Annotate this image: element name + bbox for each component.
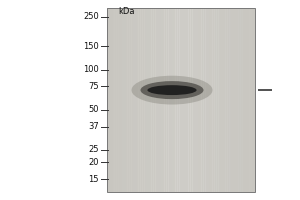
Bar: [161, 8, 163, 192]
Bar: [177, 8, 180, 192]
Bar: [114, 8, 117, 192]
Bar: [196, 8, 198, 192]
Text: 20: 20: [88, 158, 99, 167]
Bar: [192, 8, 194, 192]
Bar: [164, 8, 167, 192]
Bar: [125, 8, 128, 192]
Bar: [246, 8, 248, 192]
Text: 37: 37: [88, 122, 99, 131]
Bar: [235, 8, 237, 192]
Bar: [224, 8, 226, 192]
Bar: [238, 8, 241, 192]
Bar: [181, 8, 183, 192]
Bar: [187, 8, 189, 192]
Text: 50: 50: [88, 105, 99, 114]
Bar: [179, 8, 182, 192]
Bar: [163, 8, 165, 192]
Bar: [214, 8, 217, 192]
Bar: [112, 8, 115, 192]
Bar: [194, 8, 196, 192]
Bar: [236, 8, 239, 192]
Bar: [109, 8, 111, 192]
Bar: [157, 8, 159, 192]
Text: 250: 250: [83, 12, 99, 21]
Bar: [155, 8, 158, 192]
Bar: [150, 8, 152, 192]
Bar: [242, 8, 244, 192]
Bar: [212, 8, 215, 192]
Bar: [250, 8, 252, 192]
Bar: [153, 8, 156, 192]
Bar: [124, 8, 126, 192]
Bar: [190, 8, 193, 192]
Bar: [229, 8, 232, 192]
Bar: [185, 8, 187, 192]
Ellipse shape: [140, 81, 203, 99]
Bar: [201, 8, 204, 192]
Bar: [148, 8, 150, 192]
Bar: [118, 8, 120, 192]
Bar: [138, 8, 141, 192]
Bar: [253, 8, 256, 192]
Bar: [159, 8, 161, 192]
Bar: [116, 8, 119, 192]
Bar: [176, 8, 178, 192]
Bar: [107, 8, 109, 192]
Bar: [172, 8, 174, 192]
Bar: [220, 8, 222, 192]
Bar: [129, 8, 131, 192]
Bar: [211, 8, 213, 192]
Bar: [135, 8, 137, 192]
Bar: [198, 8, 200, 192]
Bar: [146, 8, 148, 192]
Bar: [142, 8, 145, 192]
Bar: [244, 8, 246, 192]
Bar: [174, 8, 176, 192]
Bar: [107, 8, 255, 192]
Bar: [200, 8, 202, 192]
Bar: [248, 8, 250, 192]
Bar: [107, 8, 255, 192]
Bar: [227, 8, 230, 192]
Bar: [231, 8, 233, 192]
Bar: [240, 8, 243, 192]
Bar: [233, 8, 235, 192]
Bar: [136, 8, 139, 192]
Bar: [203, 8, 206, 192]
Bar: [205, 8, 207, 192]
Bar: [127, 8, 130, 192]
Bar: [152, 8, 154, 192]
Bar: [207, 8, 209, 192]
Text: 75: 75: [88, 82, 99, 91]
Text: 100: 100: [83, 65, 99, 74]
Bar: [225, 8, 228, 192]
Bar: [122, 8, 124, 192]
Bar: [218, 8, 220, 192]
Bar: [170, 8, 172, 192]
Text: 15: 15: [88, 175, 99, 184]
Text: kDa: kDa: [118, 7, 134, 16]
Ellipse shape: [147, 85, 197, 95]
Bar: [183, 8, 185, 192]
Bar: [120, 8, 122, 192]
Bar: [144, 8, 146, 192]
Bar: [111, 8, 113, 192]
Bar: [133, 8, 135, 192]
Text: 150: 150: [83, 42, 99, 51]
Bar: [251, 8, 254, 192]
Text: 25: 25: [88, 145, 99, 154]
Bar: [209, 8, 211, 192]
Bar: [222, 8, 224, 192]
Ellipse shape: [131, 76, 212, 105]
Bar: [168, 8, 170, 192]
Bar: [140, 8, 143, 192]
Bar: [188, 8, 191, 192]
Bar: [166, 8, 169, 192]
Bar: [131, 8, 134, 192]
Bar: [216, 8, 218, 192]
